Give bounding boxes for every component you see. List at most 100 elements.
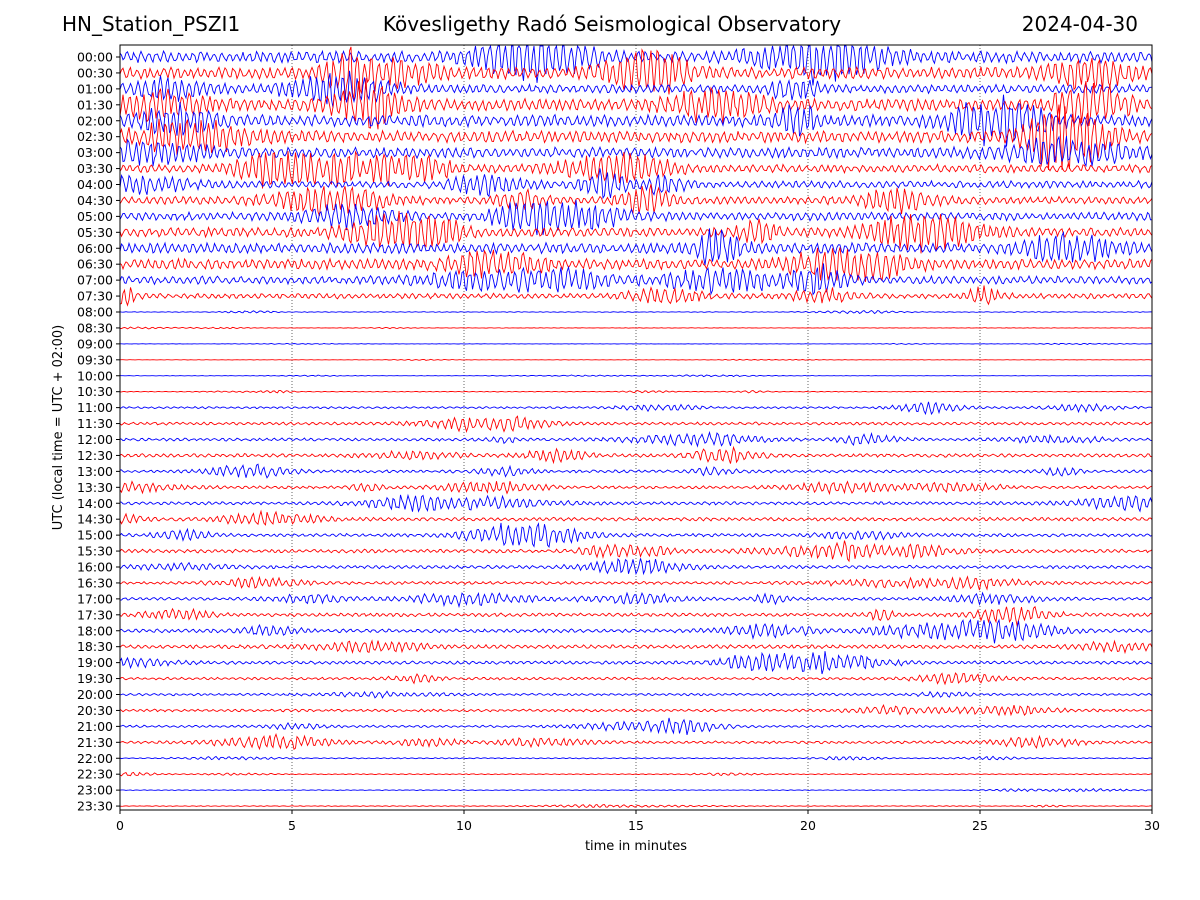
trace-2030 bbox=[119, 703, 1153, 717]
row-label: 05:30 bbox=[77, 225, 113, 240]
trace-1730 bbox=[119, 605, 1153, 627]
x-tick-label: 20 bbox=[800, 818, 816, 833]
trace-0900 bbox=[120, 342, 1153, 346]
trace-0930 bbox=[119, 358, 1152, 361]
trace-0730 bbox=[119, 285, 1153, 307]
trace-2230 bbox=[119, 771, 1152, 777]
row-label: 00:30 bbox=[77, 65, 113, 80]
row-label: 19:30 bbox=[77, 671, 113, 686]
row-label: 17:30 bbox=[77, 607, 113, 622]
trace-1100 bbox=[119, 401, 1153, 416]
trace-0630 bbox=[119, 247, 1153, 282]
x-tick-label: 15 bbox=[628, 818, 644, 833]
row-label: 18:30 bbox=[77, 639, 113, 654]
row-label: 21:00 bbox=[77, 719, 113, 734]
row-label: 14:00 bbox=[77, 496, 113, 511]
row-label: 15:30 bbox=[77, 544, 113, 559]
row-label: 11:00 bbox=[77, 400, 113, 415]
x-axis-title: time in minutes bbox=[585, 839, 687, 854]
trace-1700 bbox=[119, 591, 1153, 609]
trace-0530 bbox=[119, 210, 1153, 254]
trace-1800 bbox=[119, 618, 1153, 644]
x-tick-label: 0 bbox=[116, 818, 124, 833]
row-label: 08:30 bbox=[77, 320, 113, 335]
trace-1300 bbox=[119, 463, 1153, 479]
row-label: 03:30 bbox=[77, 161, 113, 176]
trace-1130 bbox=[119, 415, 1153, 433]
row-label: 09:00 bbox=[77, 336, 113, 351]
row-label: 22:30 bbox=[77, 767, 113, 782]
y-axis-title: UTC (local time = UTC + 02:00) bbox=[51, 325, 66, 530]
row-label: 02:30 bbox=[77, 129, 113, 144]
trace-1630 bbox=[119, 575, 1153, 591]
trace-0830 bbox=[119, 326, 1152, 330]
row-label: 10:00 bbox=[77, 368, 113, 383]
row-label: 13:30 bbox=[77, 480, 113, 495]
row-label: 06:30 bbox=[77, 257, 113, 272]
row-label: 07:00 bbox=[77, 273, 113, 288]
row-label: 04:30 bbox=[77, 193, 113, 208]
row-label: 21:30 bbox=[77, 735, 113, 750]
trace-2200 bbox=[119, 755, 1153, 761]
row-label: 07:30 bbox=[77, 289, 113, 304]
trace-1330 bbox=[119, 480, 1153, 496]
trace-0700 bbox=[119, 263, 1153, 296]
trace-0100 bbox=[119, 70, 1153, 108]
trace-0400 bbox=[119, 168, 1153, 200]
trace-0000 bbox=[119, 44, 1153, 86]
trace-1830 bbox=[119, 639, 1153, 655]
row-label: 00:00 bbox=[77, 50, 113, 65]
row-label: 13:00 bbox=[77, 464, 113, 479]
x-axis-ticks: 0 5 10 15 20 25 30 bbox=[116, 810, 1160, 833]
trace-0130 bbox=[119, 78, 1153, 130]
row-label: 18:00 bbox=[77, 623, 113, 638]
trace-1900 bbox=[119, 651, 1153, 675]
record-date: 2024-04-30 bbox=[1021, 12, 1138, 36]
trace-0230 bbox=[119, 104, 1153, 171]
row-label: 08:00 bbox=[77, 305, 113, 320]
trace-1400 bbox=[119, 493, 1153, 513]
row-label: 16:30 bbox=[77, 575, 113, 590]
row-label: 04:00 bbox=[77, 177, 113, 192]
row-label: 02:00 bbox=[77, 113, 113, 128]
trace-0430 bbox=[119, 184, 1153, 217]
row-label: 19:00 bbox=[77, 655, 113, 670]
trace-1000 bbox=[119, 374, 1153, 378]
trace-1230 bbox=[119, 445, 1153, 465]
trace-1200 bbox=[119, 430, 1153, 448]
x-tick-label: 5 bbox=[288, 818, 296, 833]
trace-0800 bbox=[119, 309, 1153, 315]
row-label: 10:30 bbox=[77, 384, 113, 399]
trace-1930 bbox=[119, 672, 1153, 686]
seismic-traces bbox=[119, 44, 1153, 809]
trace-0500 bbox=[119, 200, 1152, 236]
x-tick-label: 10 bbox=[456, 818, 472, 833]
row-label: 20:00 bbox=[77, 687, 113, 702]
row-label: 03:00 bbox=[77, 145, 113, 160]
x-tick-label: 25 bbox=[972, 818, 988, 833]
row-label: 05:00 bbox=[77, 209, 113, 224]
trace-1600 bbox=[119, 558, 1153, 576]
row-label: 12:00 bbox=[77, 432, 113, 447]
row-label: 12:30 bbox=[77, 448, 113, 463]
row-label: 17:00 bbox=[77, 591, 113, 606]
trace-0300 bbox=[119, 135, 1153, 168]
trace-2100 bbox=[119, 717, 1153, 736]
row-label: 14:30 bbox=[77, 512, 113, 527]
observatory-title: Kövesligethy Radó Seismological Observat… bbox=[382, 12, 842, 36]
row-label: 01:00 bbox=[77, 81, 113, 96]
trace-2000 bbox=[119, 690, 1153, 699]
row-label: 20:30 bbox=[77, 703, 113, 718]
row-label: 23:30 bbox=[77, 799, 113, 814]
row-labels: 00:0000:3001:0001:3002:0002:3003:0003:30… bbox=[77, 50, 120, 814]
trace-1030 bbox=[120, 389, 1153, 394]
trace-1500 bbox=[119, 522, 1153, 548]
trace-2130 bbox=[119, 732, 1153, 751]
row-label: 09:30 bbox=[77, 352, 113, 367]
x-tick-label: 30 bbox=[1144, 818, 1160, 833]
trace-0600 bbox=[119, 228, 1153, 266]
trace-1530 bbox=[119, 540, 1153, 563]
trace-0330 bbox=[119, 150, 1153, 189]
row-label: 06:00 bbox=[77, 241, 113, 256]
